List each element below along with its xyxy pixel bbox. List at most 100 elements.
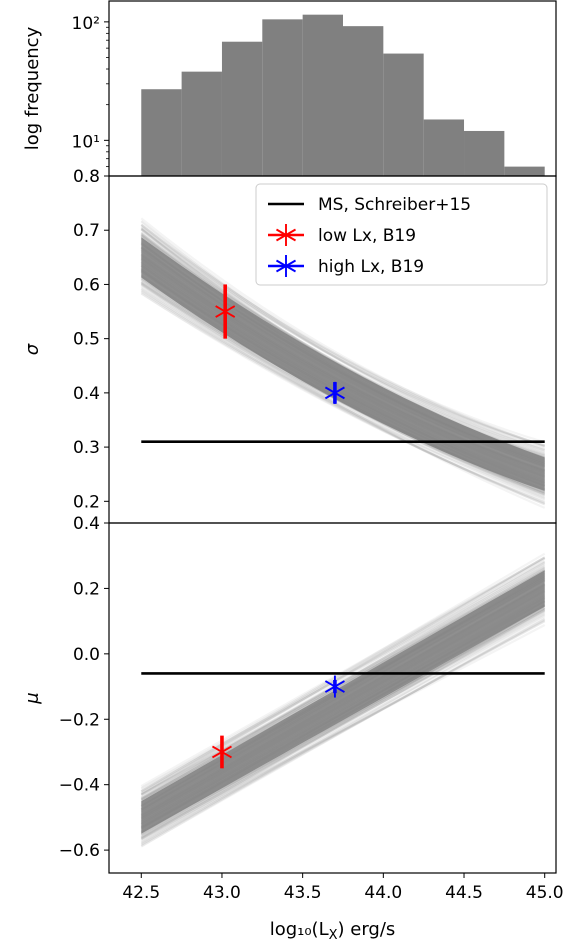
x-axis-label: log₁₀(LX) erg/s [270,919,396,941]
posterior-line [140,569,546,801]
posterior-line [140,289,546,500]
posterior-line [140,557,546,795]
posterior-line [140,228,546,456]
posterior-line [140,616,546,848]
posterior-line [140,605,546,840]
posterior-line [140,560,546,794]
x-tick-label: 44.0 [364,883,402,903]
posterior-line [140,611,546,837]
posterior-line [140,283,546,496]
posterior-line [140,278,546,509]
posterior-line [140,560,546,793]
posterior-line [140,223,546,451]
hist-y-tick-label: 10¹ [72,132,100,152]
histogram-bar [383,53,424,176]
histogram-bar [302,14,343,176]
star-stroke [275,259,297,273]
x-tick-label: 44.5 [445,883,483,903]
posterior-line [140,283,546,501]
sigma-y-tick-label: 0.2 [73,492,100,512]
posterior-line [140,223,546,448]
posterior-line [140,225,546,451]
x-label-unit: ) erg/s [338,919,396,940]
posterior-line [140,223,546,447]
posterior-line [140,226,546,448]
sigma-marker-low-lx [215,284,236,339]
posterior-line [140,556,546,796]
posterior-line [140,606,546,835]
posterior-line [140,284,546,506]
posterior-line [140,561,546,795]
mu-band [140,552,546,848]
sigma-marker-high-lx [324,381,345,404]
sigma-y-tick-label: 0.4 [73,384,100,404]
x-tick-label: 42.5 [122,883,160,903]
posterior-line [140,292,546,497]
posterior-line [140,282,546,506]
histogram-bar [504,166,545,176]
posterior-line [140,569,546,799]
posterior-line [140,569,546,801]
posterior-line [140,617,546,846]
posterior-line [140,610,546,848]
posterior-line [140,220,546,447]
histogram-bar [181,71,222,176]
histogram-bar [423,119,465,176]
posterior-line [140,613,546,845]
posterior-line [140,609,546,840]
plot-text: 0.20.30.40.50.60.70.8−0.6−0.4−0.20.00.20… [22,14,564,941]
posterior-line [140,606,546,839]
posterior-line [140,290,546,494]
histogram-bar [464,130,505,176]
mu-frame [108,522,557,874]
posterior-line [140,561,546,800]
sigma-y-tick-label: 0.3 [73,438,100,458]
posterior-line [140,565,546,789]
posterior-line [140,609,546,839]
posterior-line [140,612,546,834]
mu-y-tick-label: 0.0 [73,645,100,665]
star-stroke [215,305,236,318]
star-stroke [324,386,345,400]
posterior-line [140,607,546,836]
histogram-bars [141,14,545,176]
posterior-line [140,285,546,505]
legend: MS, Schreiber+15 low Lx, B19 high Lx, B19 [255,183,548,286]
sigma-y-tick-label: 0.7 [73,221,100,241]
posterior-line [140,618,546,844]
plot-data [140,14,546,848]
sigma-y-tick-label: 0.5 [73,330,100,350]
histogram-bar [262,19,303,176]
x-tick-label: 43.5 [284,883,322,903]
posterior-line [140,557,546,793]
posterior-line [140,620,546,840]
posterior-line [140,620,546,841]
mu-y-tick-label: −0.4 [59,776,100,796]
posterior-line [140,227,546,447]
posterior-line [140,619,546,843]
mu-y-tick-label: −0.6 [59,841,100,861]
histogram-bar [342,26,384,176]
histogram-bar [141,89,182,176]
posterior-line [140,219,546,455]
posterior-line [140,288,546,504]
mu-y-label: μ [22,692,43,704]
posterior-line [140,624,546,837]
posterior-line [140,606,546,836]
mu-y-tick-label: −0.2 [59,710,100,730]
star-stroke [211,745,232,759]
posterior-line [140,232,546,454]
posterior-line [140,607,546,847]
legend-box [255,183,548,286]
posterior-line [140,610,546,839]
posterior-line [140,614,546,841]
posterior-line [140,608,546,839]
mu-marker-low-lx [211,735,232,769]
posterior-line [140,556,546,788]
posterior-line [140,224,546,444]
star-stroke [324,680,345,693]
histogram-bar [221,41,263,176]
legend-label: low Lx, B19 [318,226,416,246]
x-label-part: log₁₀(L [270,919,329,940]
sigma-band [140,217,546,509]
